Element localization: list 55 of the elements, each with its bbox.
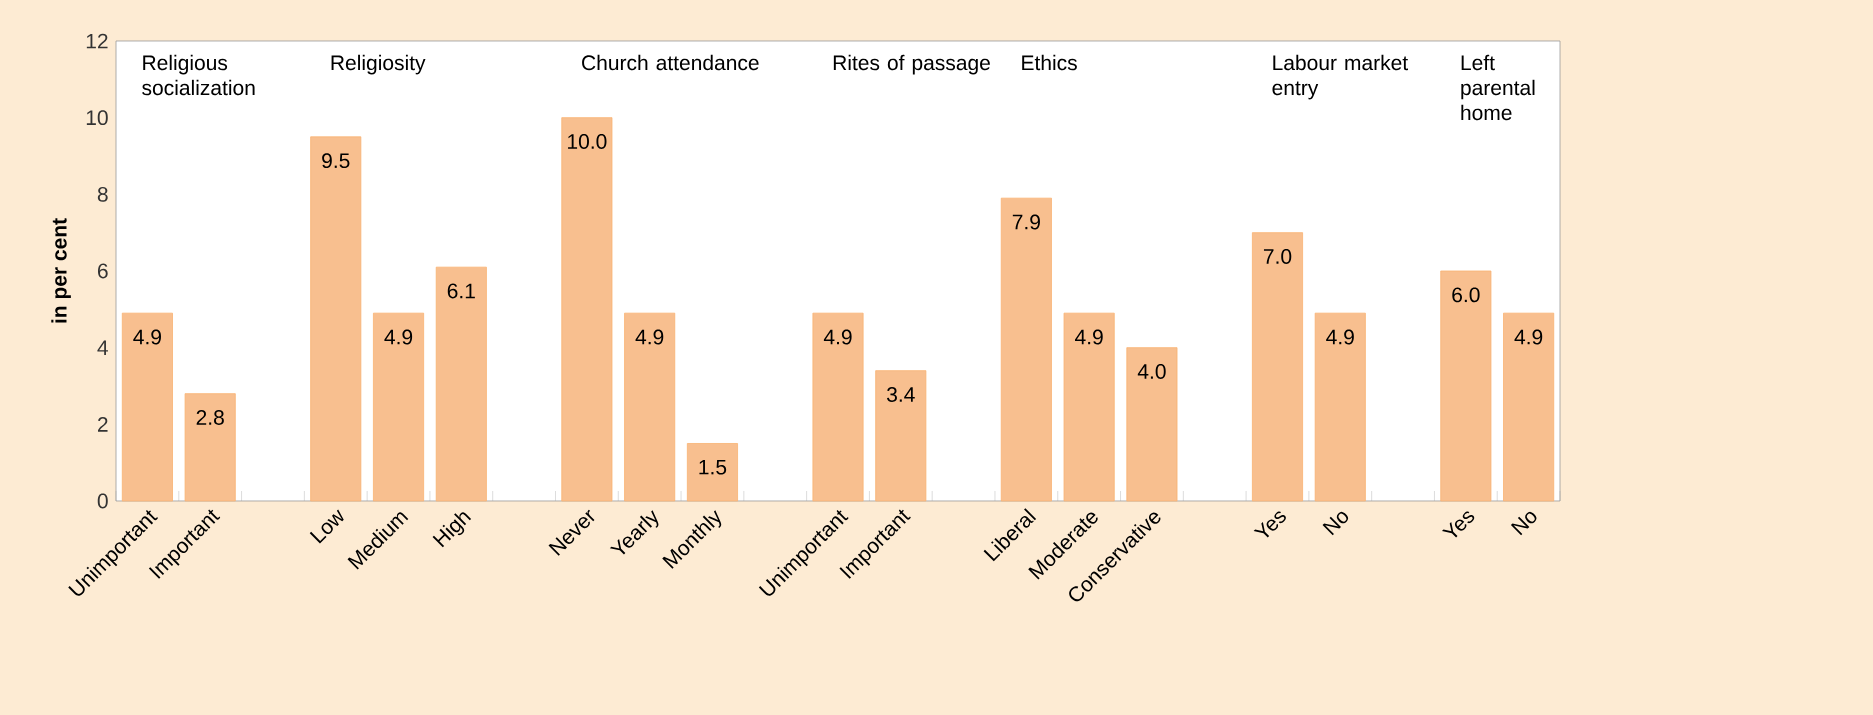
data-label: 10.0 (568, 134, 607, 149)
data-label: 4.9 (1514, 329, 1543, 345)
x-tick-label: Yes (1253, 511, 1286, 538)
x-tick-label: Yes (1441, 511, 1475, 538)
bar (875, 370, 927, 502)
data-label: 4.9 (1075, 329, 1103, 345)
bar (812, 312, 864, 502)
annotation: Religiosity (331, 54, 426, 75)
data-label: 2.8 (196, 410, 224, 425)
bar (373, 312, 425, 502)
data-label: 7.9 (1012, 214, 1040, 230)
bar (121, 312, 173, 502)
data-label: 3.4 (886, 387, 915, 402)
x-tick-label: No (1322, 511, 1349, 536)
data-label: 9.5 (322, 153, 350, 169)
y-tick-label: 4 (97, 340, 108, 355)
annotation: Labour market entry (1272, 54, 1408, 100)
bar (1314, 312, 1366, 502)
y-tick-label: 0 (97, 493, 108, 509)
data-label: 4.0 (1137, 364, 1166, 379)
data-label: 4.9 (1326, 329, 1354, 345)
bar (310, 136, 362, 502)
y-axis-title: in per cent (51, 218, 71, 323)
bar (435, 266, 487, 502)
y-tick-label: 6 (98, 263, 108, 279)
bar (1063, 312, 1115, 502)
data-label: 1.5 (699, 459, 727, 475)
x-tick-label: Low (309, 509, 344, 544)
y-tick-label: 12 (86, 33, 108, 49)
bar (686, 443, 738, 502)
data-label: 7.0 (1263, 249, 1292, 264)
annotation: Left parental home (1461, 54, 1535, 121)
y-tick-label: 2 (98, 417, 108, 432)
annotation: Rites of passage (833, 54, 990, 75)
y-tick-label: 10 (86, 110, 108, 126)
bar (561, 117, 613, 502)
annotation: Ethics (1022, 54, 1077, 71)
x-tick-label: High (432, 512, 472, 548)
data-label: 4.9 (635, 329, 664, 345)
bar (1126, 347, 1178, 502)
bar (1000, 197, 1052, 502)
annotation: Church attendance (582, 54, 759, 71)
data-label: 6.0 (1452, 287, 1480, 303)
annotation: Religious socialization (142, 54, 255, 96)
bar (1251, 232, 1304, 502)
data-label: 4.9 (823, 329, 852, 345)
bar (1503, 312, 1555, 502)
data-label: 4.9 (133, 329, 161, 345)
bar (624, 312, 676, 502)
data-label: 4.9 (384, 329, 413, 345)
y-tick-label: 8 (97, 186, 108, 202)
x-tick-label: No (1510, 511, 1537, 536)
bar (1440, 270, 1492, 502)
bar (184, 393, 236, 502)
data-label: 6.1 (447, 283, 475, 299)
